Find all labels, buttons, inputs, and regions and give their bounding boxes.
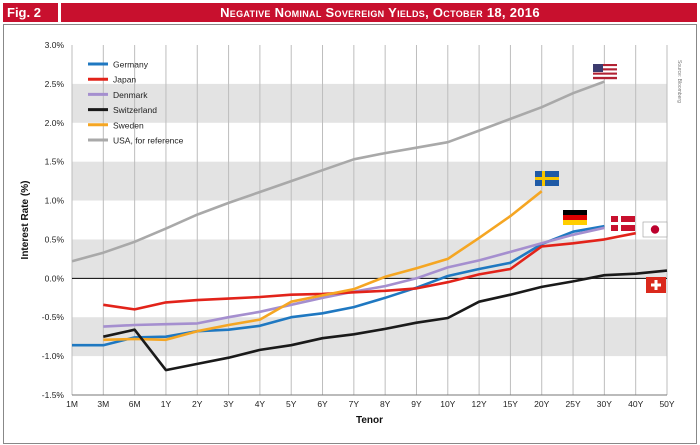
x-tick-label: 3M [97, 399, 109, 409]
legend-label: USA, for reference [113, 136, 184, 146]
flag-stripe [593, 70, 617, 73]
y-axis-title: Interest Rate (%) [20, 181, 31, 260]
flag-stripe [593, 68, 617, 71]
x-tick-label: 20Y [534, 399, 549, 409]
series-line-sweden [103, 190, 543, 342]
x-tick-label: 25Y [565, 399, 580, 409]
x-tick-label: 3Y [223, 399, 234, 409]
x-tick-label: 4Y [255, 399, 266, 409]
series-line-usa [71, 80, 605, 263]
x-tick-label: 15Y [503, 399, 518, 409]
x-tick-label: 40Y [628, 399, 643, 409]
x-tick-label: 1M [66, 399, 78, 409]
y-tick-label: 0.0% [45, 273, 65, 283]
flag-cross [535, 177, 559, 180]
legend-label: Germany [113, 60, 149, 70]
flag-canton [593, 64, 603, 72]
y-tick-label: 2.0% [45, 118, 65, 128]
series-line-japan [103, 231, 636, 311]
x-tick-label: 30Y [597, 399, 612, 409]
flag-stripe [563, 210, 587, 215]
legend: Germany Japan Denmark Switzerland Sweden USA,… [88, 60, 184, 146]
legend-label: Japan [113, 75, 136, 85]
y-tick-label: 2.5% [45, 79, 65, 89]
germany-flag [563, 210, 587, 225]
y-tick-label: 3.0% [45, 40, 65, 50]
figure-label: Fig. 2 [7, 5, 41, 20]
series-line-switzerland [103, 269, 668, 372]
y-tick-label: -1.5% [42, 390, 65, 400]
chart-frame [3, 24, 697, 444]
y-tick-label: 1.0% [45, 196, 65, 206]
chart-title: Negative Nominal Sovereign Yields, Octob… [220, 5, 540, 20]
x-tick-label: 6M [129, 399, 141, 409]
x-tick-label: 8Y [380, 399, 391, 409]
switzerland-flag [646, 277, 666, 293]
flag-stripe [593, 66, 617, 69]
grid-band [72, 161, 667, 201]
x-tick-label: 12Y [472, 399, 487, 409]
legend-label: Denmark [113, 90, 148, 100]
japan-flag [642, 221, 668, 238]
y-tick-label: -1.0% [42, 351, 65, 361]
flag-stripe [563, 220, 587, 225]
denmark-flag [611, 216, 635, 231]
flag-cross [651, 283, 661, 287]
x-tick-label: 6Y [317, 399, 328, 409]
y-tick-label: 1.5% [45, 157, 65, 167]
flag-stripe [563, 215, 587, 220]
y-tick-label: -0.5% [42, 312, 65, 322]
grid-band [72, 239, 667, 279]
flag-cross [611, 222, 635, 225]
flag-stripe [593, 74, 617, 78]
x-tick-label: 9Y [411, 399, 422, 409]
legend-label: Switzerland [113, 105, 157, 115]
flag-disc [650, 225, 660, 234]
grid-band [72, 83, 667, 123]
flag-stripe [593, 72, 617, 75]
x-tick-label: 50Y [659, 399, 674, 409]
x-axis-title: Tenor [356, 415, 383, 426]
y-tick-label: 0.5% [45, 234, 65, 244]
figure-header: Fig. 2 Negative Nominal Sovereign Yields… [3, 3, 697, 22]
x-tick-label: 7Y [349, 399, 360, 409]
header-divider [58, 3, 61, 22]
x-tick-label: 2Y [192, 399, 203, 409]
legend-label: Sweden [113, 120, 144, 130]
sweden-flag [535, 171, 559, 186]
usa-flag [593, 64, 617, 80]
x-tick-label: 10Y [440, 399, 455, 409]
series-line-germany [72, 224, 605, 347]
x-tick-label: 1Y [161, 399, 172, 409]
x-tick-label: 5Y [286, 399, 297, 409]
flag-stripe [593, 76, 617, 80]
flag-stripe [593, 64, 617, 67]
